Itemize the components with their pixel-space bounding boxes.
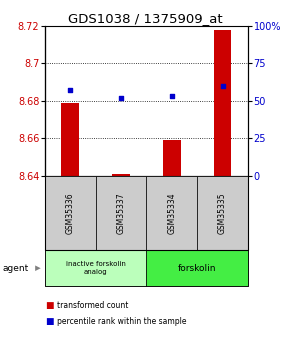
Text: GSM35336: GSM35336 [66, 192, 75, 234]
Bar [214, 30, 231, 176]
Text: ■: ■ [45, 301, 53, 310]
Point [68, 88, 72, 93]
Text: percentile rank within the sample: percentile rank within the sample [57, 317, 186, 326]
Text: GSM35337: GSM35337 [117, 192, 126, 234]
Text: GSM35334: GSM35334 [167, 192, 176, 234]
Text: inactive forskolin
analog: inactive forskolin analog [66, 261, 126, 276]
Text: forskolin: forskolin [178, 264, 216, 273]
Text: ■: ■ [45, 317, 53, 326]
Text: transformed count: transformed count [57, 301, 128, 310]
Text: agent: agent [3, 264, 29, 273]
Bar [61, 103, 79, 176]
Point [220, 83, 225, 89]
Bar [163, 140, 181, 176]
Text: GDS1038 / 1375909_at: GDS1038 / 1375909_at [68, 12, 222, 25]
Point [119, 95, 124, 101]
Bar [112, 174, 130, 176]
Text: GSM35335: GSM35335 [218, 192, 227, 234]
Point [169, 93, 174, 99]
